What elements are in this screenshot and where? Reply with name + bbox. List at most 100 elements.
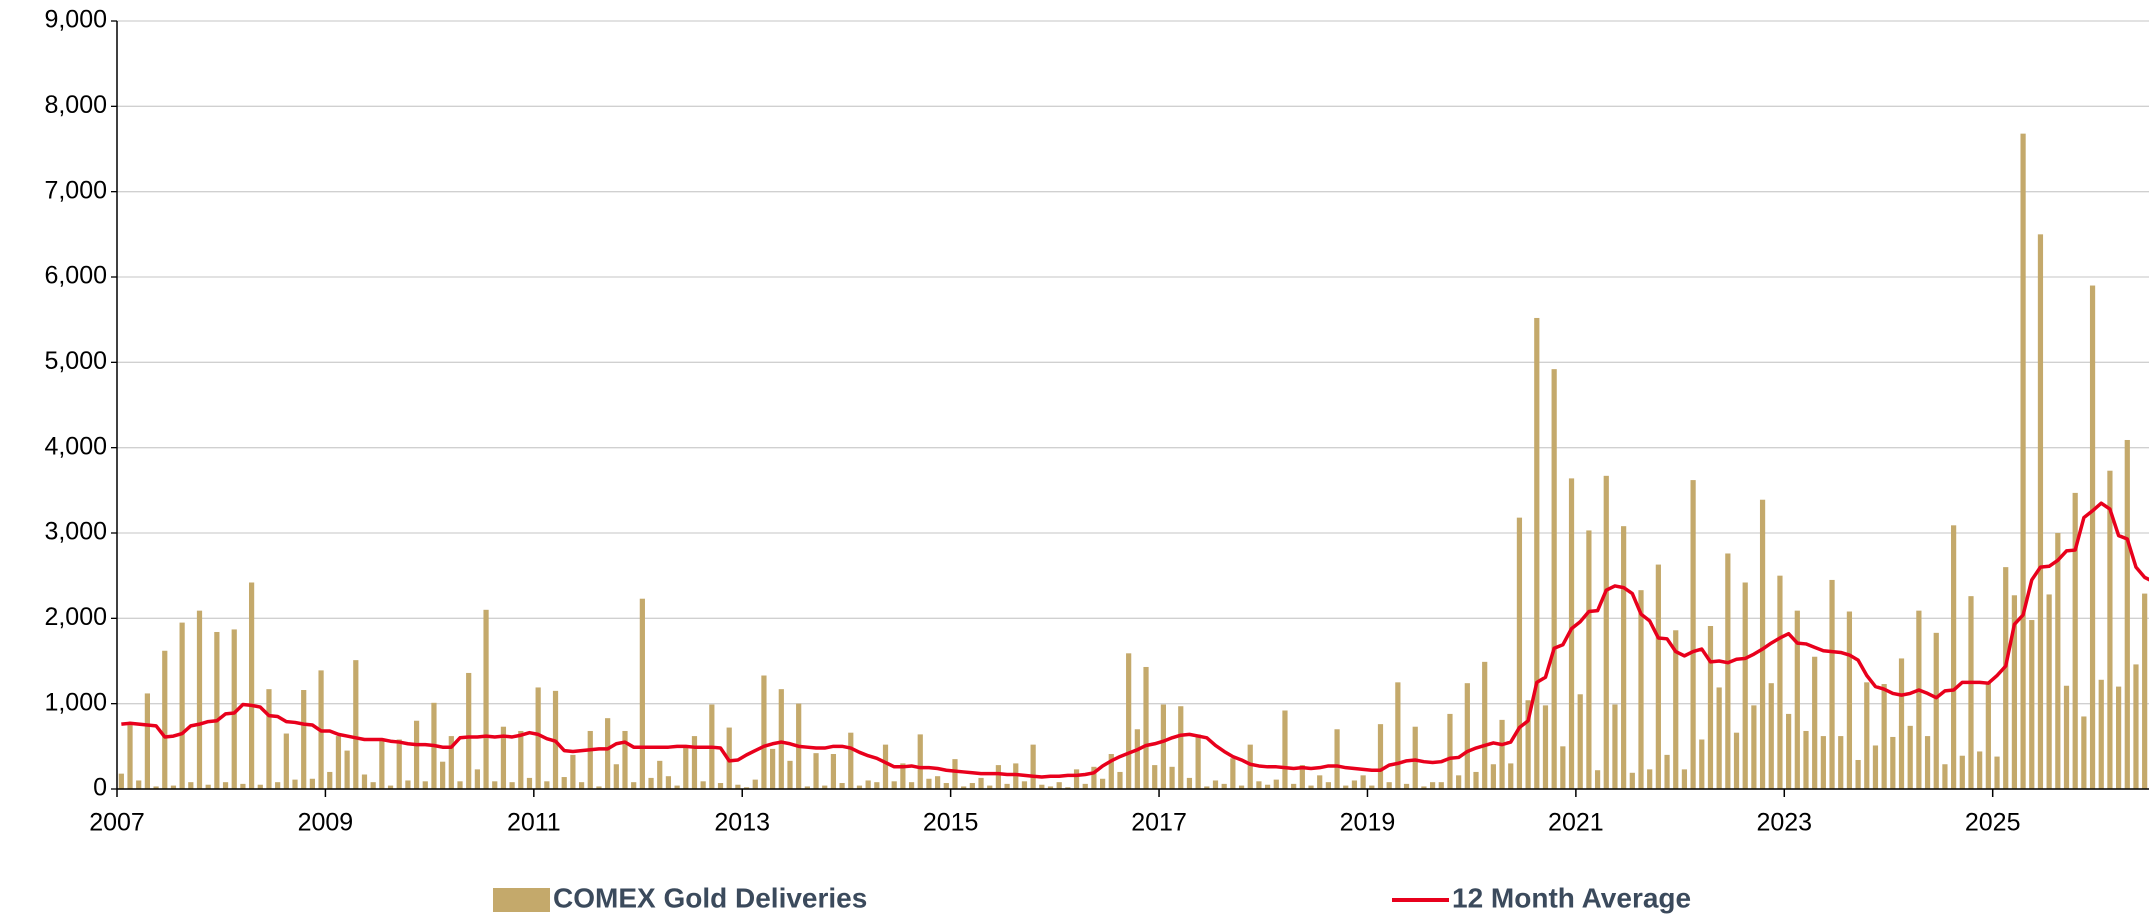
bar [752, 779, 758, 789]
bar [301, 690, 307, 789]
bar [848, 732, 854, 789]
bar [1456, 775, 1462, 789]
bar [1021, 781, 1028, 789]
bar [2081, 716, 2087, 789]
bar [136, 780, 142, 789]
bar [1065, 787, 1071, 789]
bar [1178, 706, 1184, 789]
bar [248, 582, 255, 789]
bar [2046, 594, 2052, 789]
bar [2003, 567, 2009, 789]
bar [231, 629, 237, 789]
y-tick-label: 7,000 [44, 176, 107, 204]
line [121, 501, 2149, 779]
bar [761, 675, 767, 789]
bar [1351, 780, 1358, 789]
y-tick-label: 0 [93, 774, 107, 802]
bar [396, 739, 402, 789]
bar [1560, 746, 1566, 789]
bar [1568, 478, 1575, 789]
bar [1942, 764, 1948, 789]
bar [1707, 626, 1714, 789]
bar [214, 631, 220, 789]
bar [1759, 499, 1766, 789]
bar [1690, 480, 1696, 789]
bar [1056, 782, 1062, 789]
y-tick-label: 4,000 [44, 432, 107, 460]
bar [1482, 661, 1488, 789]
bar [1977, 751, 1983, 789]
bar [1403, 783, 1410, 789]
bar [1716, 687, 1722, 789]
x-tick-label: 2019 [1340, 809, 1396, 837]
bar [1812, 656, 1818, 789]
bar [1490, 764, 1496, 789]
bar [1638, 590, 1644, 789]
x-tick-label: 2009 [298, 809, 354, 837]
bar [1846, 611, 1853, 789]
bar [1985, 683, 1991, 789]
bar [1047, 786, 1054, 789]
bar [1603, 475, 1609, 789]
bar [1238, 785, 1245, 789]
bar [605, 718, 611, 789]
bar [1308, 785, 1314, 789]
bar [2037, 234, 2044, 790]
y-tick-label: 3,000 [44, 518, 107, 546]
bar [440, 761, 446, 789]
bar [935, 776, 941, 789]
bar [2063, 685, 2070, 789]
bar [422, 781, 428, 789]
bar [1612, 704, 1618, 789]
x-tick-label: 2025 [1965, 809, 2021, 837]
bar [613, 764, 619, 789]
bar [413, 720, 420, 789]
bar [544, 781, 550, 789]
bar [1890, 736, 1896, 789]
bar [1664, 754, 1670, 789]
bar [856, 785, 863, 789]
bar [127, 725, 133, 789]
bar [865, 780, 871, 789]
bar [839, 783, 845, 789]
bar [978, 777, 984, 789]
bar [1577, 694, 1583, 789]
bar [188, 782, 194, 789]
bar [2124, 439, 2130, 789]
bar [1152, 765, 1158, 789]
bar [1924, 736, 1931, 789]
bar [2055, 533, 2061, 789]
bar [483, 609, 489, 789]
bar [500, 726, 507, 789]
bar [1412, 726, 1418, 789]
legend-label: 12 Month Average [1452, 882, 1691, 913]
bar [1473, 771, 1479, 789]
bar [1073, 769, 1080, 789]
bar [1004, 783, 1010, 789]
bar [205, 784, 211, 789]
bar [492, 781, 498, 789]
bar [448, 736, 454, 789]
bar [292, 779, 298, 789]
bar [1334, 729, 1340, 789]
bar [1091, 766, 1097, 789]
bar [1629, 772, 1635, 789]
bar [1508, 763, 1514, 789]
bar [2107, 470, 2113, 789]
x-tick-label: 2015 [923, 809, 979, 837]
bar [1803, 730, 1809, 789]
bar [222, 782, 229, 789]
x-tick-label: 2007 [89, 809, 145, 837]
bar [969, 783, 975, 789]
bar [1786, 713, 1792, 789]
bar [987, 785, 993, 789]
bar [1838, 736, 1844, 789]
bar [370, 782, 376, 789]
x-tick-label: 2023 [1756, 809, 1812, 837]
bar [1282, 710, 1288, 789]
bar [327, 771, 333, 789]
bar [900, 763, 906, 789]
bar [309, 778, 315, 789]
bar [1647, 769, 1653, 789]
bar [1655, 564, 1661, 789]
